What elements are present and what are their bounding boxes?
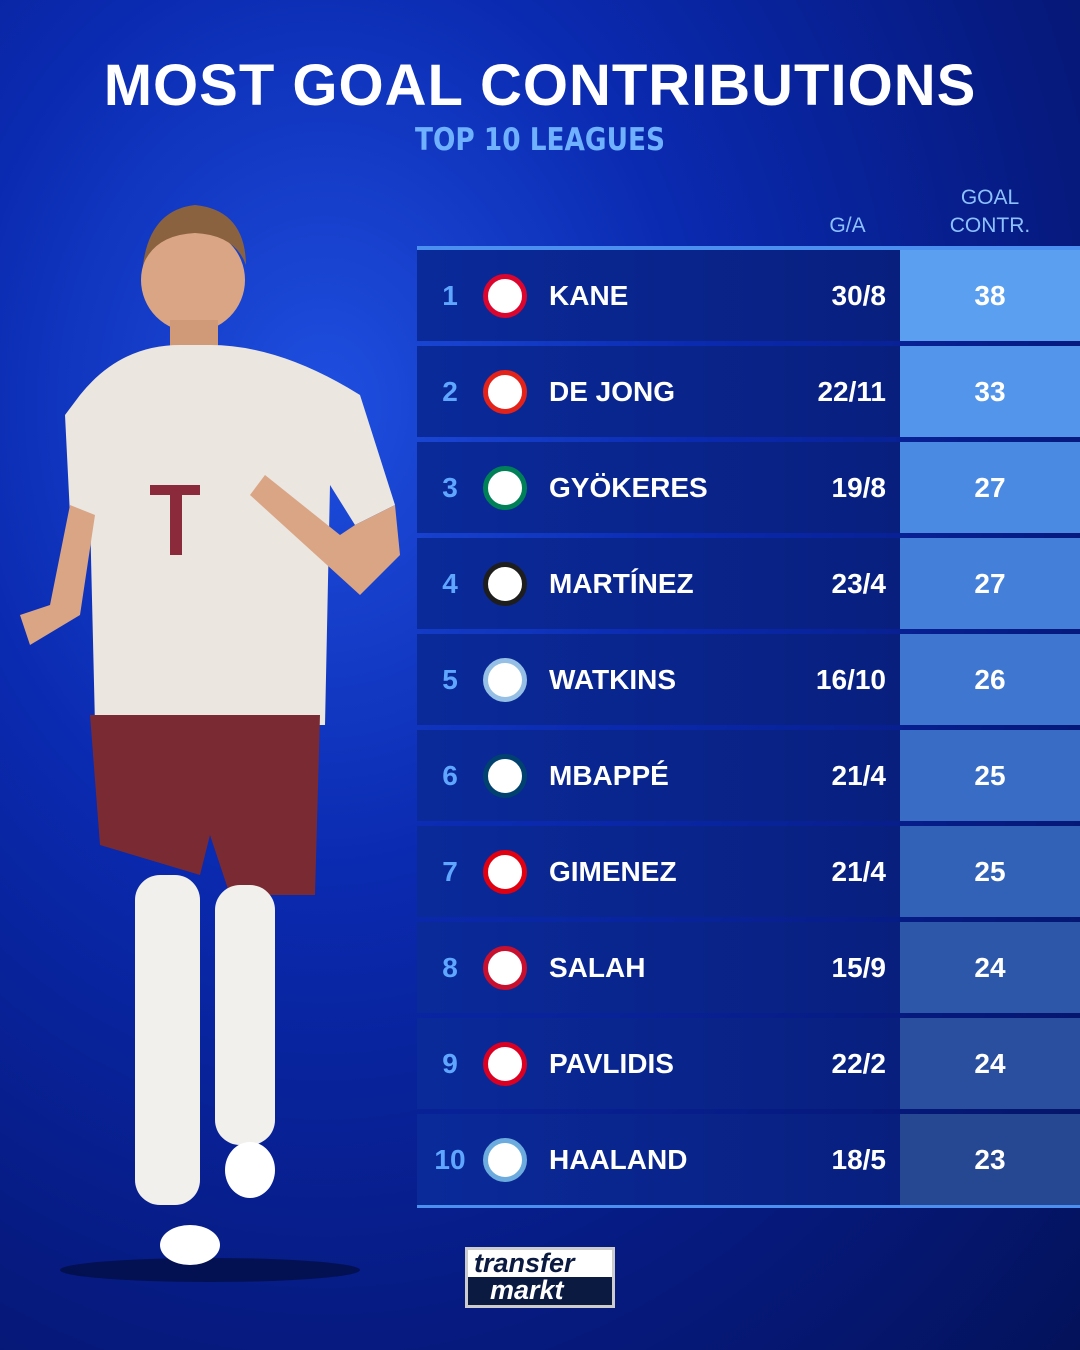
rank: 8: [442, 951, 458, 983]
goals-assists: 15/9: [831, 951, 887, 983]
header-goal-contr-line2: CONTR.: [949, 214, 1031, 237]
goals-assists: 23/4: [831, 567, 887, 599]
psg-crest-icon: [483, 753, 527, 798]
goals-assists: 21/4: [831, 759, 887, 791]
logo-line1: transfer: [474, 1248, 575, 1278]
sporting-cp-crest-icon: [483, 465, 527, 510]
goals-assists: 18/5: [831, 1143, 887, 1175]
goal-contributions: 24: [900, 1018, 1080, 1109]
player-name: GIMENEZ: [549, 855, 677, 887]
goals-assists: 30/8: [831, 279, 887, 311]
player-name: PAVLIDIS: [549, 1047, 674, 1079]
goals-assists: 22/2: [831, 1047, 887, 1079]
manchester-city-crest-icon: [483, 1137, 527, 1182]
row-main: 7 GIMENEZ 21/4: [417, 826, 900, 917]
table-row: 7 GIMENEZ 21/4 25: [417, 826, 1080, 917]
table-bottom-divider: [417, 1205, 1080, 1208]
row-main: 8 SALAH 15/9: [417, 922, 900, 1013]
rank: 1: [442, 279, 458, 311]
rank: 7: [442, 855, 458, 887]
table-row: 1 KANE 30/8 38: [417, 250, 1080, 341]
row-main: 4 MARTÍNEZ 23/4: [417, 538, 900, 629]
goal-contributions: 24: [900, 922, 1080, 1013]
inter-milan-crest-icon: [483, 561, 527, 606]
page-title: MOST GOAL CONTRIBUTIONS: [103, 53, 977, 118]
logo-line2: markt: [468, 1277, 612, 1305]
goals-assists: 21/4: [831, 855, 887, 887]
header-goal-contr-line1: GOAL: [960, 186, 1020, 209]
player-name: DE JONG: [549, 375, 676, 407]
header-goal-contr: GOAL CONTR.: [930, 184, 1050, 240]
row-main: 9 PAVLIDIS 22/2: [417, 1018, 900, 1109]
row-main: 6 MBAPPÉ 21/4: [417, 730, 900, 821]
goal-contributions: 23: [900, 1114, 1080, 1205]
row-main: 2 DE JONG 22/11: [417, 346, 900, 437]
table-row: 3 GYÖKERES 19/8 27: [417, 442, 1080, 533]
table-row: 2 DE JONG 22/11 33: [417, 346, 1080, 437]
transfermarkt-logo: transfer markt: [465, 1247, 615, 1308]
player-photo: [20, 205, 400, 1282]
goal-contributions: 27: [900, 538, 1080, 629]
table-row: 9 PAVLIDIS 22/2 24: [417, 1018, 1080, 1109]
rank: 3: [442, 471, 458, 503]
aston-villa-crest-icon: [483, 657, 527, 702]
rank: 5: [442, 663, 458, 695]
player-name: WATKINS: [549, 663, 677, 695]
rank: 10: [434, 1143, 466, 1175]
row-main: 5 WATKINS 16/10: [417, 634, 900, 725]
goal-contributions: 38: [900, 250, 1080, 341]
az-alkmaar-crest-icon: [483, 1041, 527, 1086]
goals-assists: 22/11: [817, 375, 886, 407]
table-row: 6 MBAPPÉ 21/4 25: [417, 730, 1080, 821]
goal-contributions: 26: [900, 634, 1080, 725]
table-row: 4 MARTÍNEZ 23/4 27: [417, 538, 1080, 629]
table-row: 8 SALAH 15/9 24: [417, 922, 1080, 1013]
psv-crest-icon: [483, 369, 527, 414]
row-main: 1 KANE 30/8: [417, 250, 900, 341]
goals-assists: 16/10: [815, 663, 886, 695]
player-name: MBAPPÉ: [549, 759, 669, 791]
rank: 9: [442, 1047, 458, 1079]
header-ga: G/A: [829, 214, 866, 237]
table-row: 10 HAALAND 18/5 23: [417, 1114, 1080, 1205]
row-main: 3 GYÖKERES 19/8: [417, 442, 900, 533]
goal-contributions: 25: [900, 730, 1080, 821]
goals-assists: 19/8: [831, 471, 887, 503]
row-main: 10 HAALAND 18/5: [417, 1114, 900, 1205]
feyenoord-crest-icon: [483, 849, 527, 894]
rank: 2: [442, 375, 458, 407]
table-row: 5 WATKINS 16/10 26: [417, 634, 1080, 725]
liverpool-crest-icon: [483, 945, 527, 990]
player-name: MARTÍNEZ: [549, 567, 694, 599]
player-name: SALAH: [549, 951, 646, 983]
goal-contributions: 27: [900, 442, 1080, 533]
player-name: KANE: [549, 279, 629, 311]
goal-contributions: 33: [900, 346, 1080, 437]
player-name: HAALAND: [549, 1143, 688, 1175]
rank: 4: [442, 567, 458, 599]
bayern-munich-crest-icon: [483, 273, 527, 318]
player-name: GYÖKERES: [549, 471, 708, 503]
rank: 6: [442, 759, 458, 791]
table-top-divider: [417, 246, 1080, 250]
page-subtitle: TOP 10 LEAGUES: [415, 122, 665, 158]
goal-contributions: 25: [900, 826, 1080, 917]
